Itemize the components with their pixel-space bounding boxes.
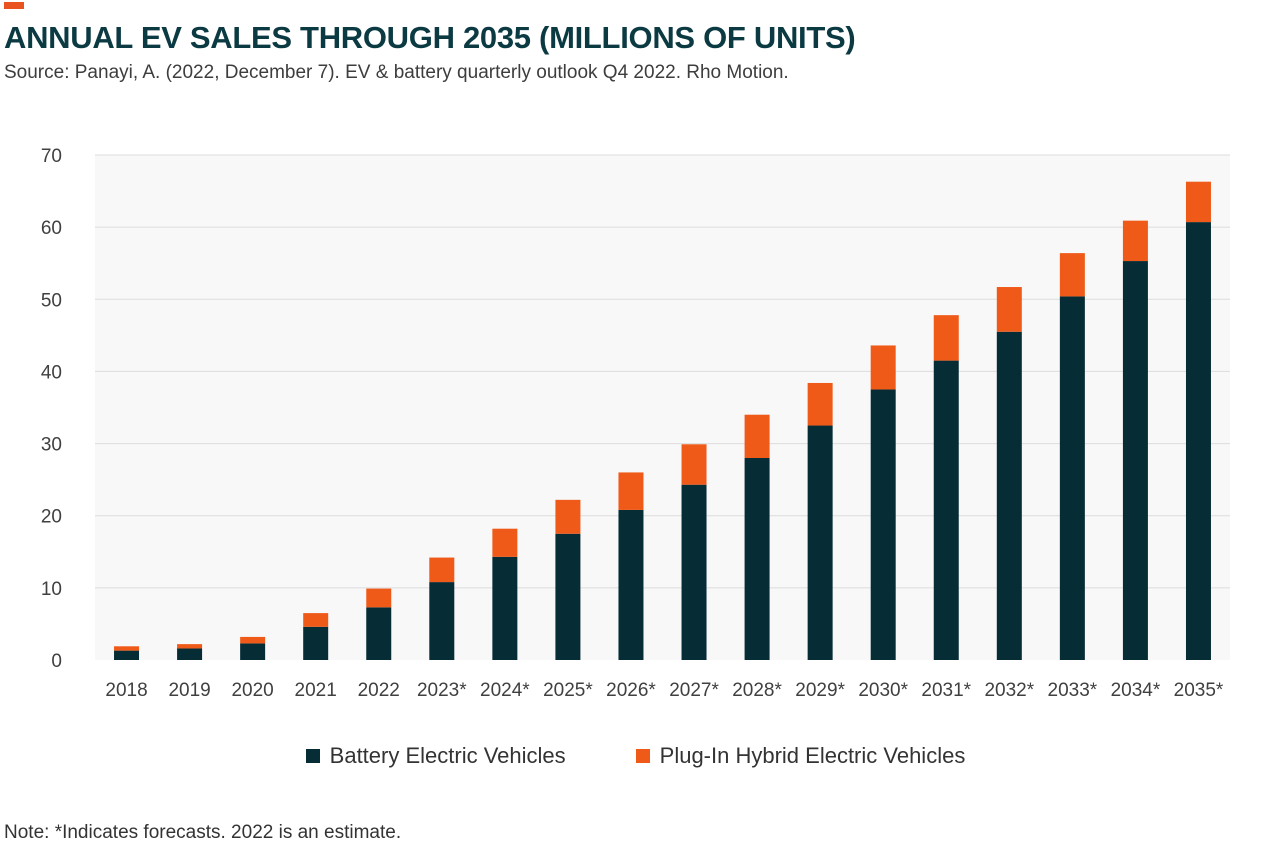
bar-phev [996, 287, 1022, 332]
plot-area [95, 155, 1230, 660]
bar-bev [177, 648, 203, 660]
legend-swatch-bev [305, 749, 320, 763]
x-axis-ticks: 2018 2019 2020 2021 2022 2023* 2024* 2025* 2026*… [105, 680, 1224, 701]
bar-bev [303, 626, 329, 660]
x-tick-label: 2033* [1048, 680, 1098, 701]
bar-bev [492, 556, 518, 660]
bar-phev [429, 557, 455, 583]
accent-bar [4, 2, 24, 9]
x-tick-label: 2031* [921, 680, 971, 701]
x-tick-label: 2022 [358, 680, 400, 701]
x-tick-label: 2024* [480, 680, 530, 701]
bar-phev [555, 499, 581, 534]
bar-phev [870, 345, 896, 390]
x-tick-label: 2025* [543, 680, 593, 701]
y-tick-label: 70 [41, 146, 62, 167]
chart-svg: 0 10 20 30 40 50 60 70 2018 2019 2020 2021 2022 2023… [41, 146, 1230, 701]
source-citation: Source: Panayi, A. (2022, December 7). E… [4, 62, 789, 83]
x-tick-label: 2034* [1111, 680, 1161, 701]
bar-phev [240, 636, 266, 644]
bar-phev [1059, 253, 1085, 297]
bar-bev [240, 643, 266, 660]
bar-phev [744, 414, 770, 458]
bar-bev [114, 650, 140, 660]
x-tick-label: 2018 [105, 680, 147, 701]
x-tick-label: 2023* [417, 680, 467, 701]
y-tick-label: 60 [41, 218, 62, 239]
y-tick-label: 0 [51, 651, 62, 672]
x-tick-label: 2020 [231, 680, 273, 701]
bar-bev [681, 484, 707, 660]
bar-bev [429, 582, 455, 660]
legend-label-phev: Plug-In Hybrid Electric Vehicles [659, 743, 966, 768]
legend-item-phev: Plug-In Hybrid Electric Vehicles [635, 743, 966, 769]
bar-phev [1185, 181, 1211, 223]
chart-title: ANNUAL EV SALES THROUGH 2035 (MILLIONS O… [4, 20, 856, 55]
bar-phev [303, 613, 329, 627]
bar-bev [555, 533, 581, 660]
bars [114, 181, 1211, 661]
footnote: Note: *Indicates forecasts. 2022 is an e… [4, 822, 402, 843]
bar-bev [1185, 222, 1211, 661]
x-tick-label: 2028* [732, 680, 782, 701]
bar-phev [114, 646, 140, 651]
bar-phev [618, 472, 644, 510]
x-tick-label: 2019 [168, 680, 210, 701]
bar-bev [870, 389, 896, 660]
bar-phev [366, 588, 392, 608]
y-tick-label: 20 [41, 507, 62, 528]
x-tick-label: 2026* [606, 680, 656, 701]
x-tick-label: 2027* [669, 680, 719, 701]
legend-swatch-phev [635, 749, 650, 763]
x-tick-label: 2030* [858, 680, 908, 701]
bar-bev [933, 360, 959, 660]
y-tick-label: 40 [41, 362, 62, 383]
legend-label-bev: Battery Electric Vehicles [329, 743, 566, 768]
bar-bev [1122, 261, 1148, 660]
legend-item-bev: Battery Electric Vehicles [305, 743, 566, 769]
y-tick-label: 50 [41, 290, 62, 311]
bar-phev [933, 315, 959, 361]
y-axis-ticks: 0 10 20 30 40 50 60 70 [41, 146, 62, 672]
bar-phev [807, 382, 833, 426]
bar-phev [681, 444, 707, 485]
bar-bev [618, 509, 644, 660]
y-tick-label: 30 [41, 435, 62, 456]
bar-bev [807, 425, 833, 660]
bar-bev [996, 331, 1022, 660]
x-tick-label: 2029* [795, 680, 845, 701]
x-tick-label: 2032* [984, 680, 1034, 701]
bar-phev [492, 528, 518, 557]
gridlines [95, 154, 1230, 589]
legend: Battery Electric Vehicles Plug-In Hybrid… [0, 743, 1271, 769]
bar-bev [1059, 296, 1085, 660]
x-tick-label: 2035* [1174, 680, 1224, 701]
bar-bev [366, 607, 392, 660]
x-tick-label: 2021 [295, 680, 337, 701]
bar-bev [744, 458, 770, 660]
y-tick-label: 10 [41, 579, 62, 600]
bar-phev [1122, 220, 1148, 262]
bar-phev [177, 644, 203, 649]
